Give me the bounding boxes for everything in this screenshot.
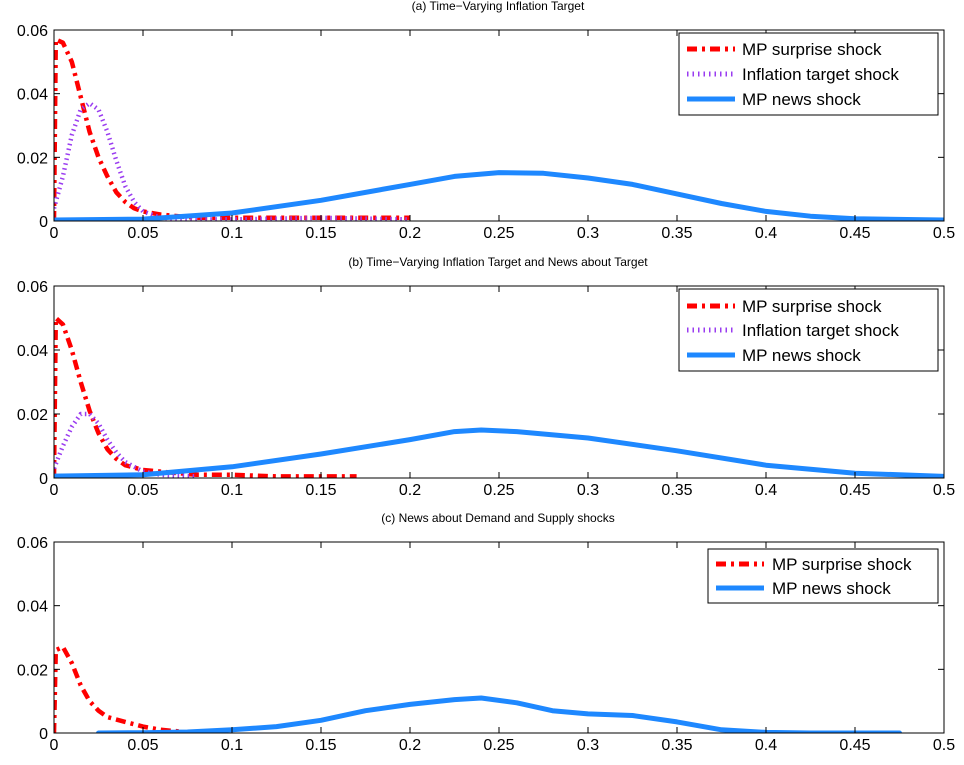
panel-b-xtick-label: 0.5 [933,482,955,499]
panel-a-legend: MP surprise shock Inflation target shock… [678,32,939,116]
panel-b-title: (b) Time−Varying Inflation Target and Ne… [348,255,648,269]
panel-c-xtick-label: 0.2 [399,737,421,754]
panel-b-ytick-label: 0.02 [17,407,48,424]
panel-c-legend-news-label: MP news shock [772,579,891,598]
panel-c-ytick-label: 0.06 [17,535,48,552]
panel-a-plot: 0 0.05 0.1 0.15 0.2 0.25 0.3 0.35 0.4 0.45 0.5 0 0.0… [17,23,955,242]
panel-c-xtick-label: 0.1 [221,737,243,754]
panel-a-ytick-label: 0.04 [17,87,48,104]
panel-b-ytick-label: 0 [39,471,48,488]
panel-c-xtick-label: 0.35 [661,737,692,754]
panel-c-xtick-label: 0.3 [577,737,599,754]
panel-b-series-mp-surprise-shock [54,315,357,478]
panel-c-xtick-label: 0 [50,737,59,754]
panel-c-xtick-label: 0.05 [127,737,158,754]
panel-a-xtick-label: 0.4 [755,225,777,242]
panel-c-xtick-label: 0.5 [933,737,955,754]
panel-a-series-mp-news-shock [54,170,944,221]
panel-b-legend-surprise-label: MP surprise shock [742,297,882,316]
panel-a-xtick-label: 0.1 [221,225,243,242]
panel-a-title: (a) Time−Varying Inflation Target [412,0,585,13]
panel-c-series-group [54,644,902,733]
panel-b-legend-news-label: MP news shock [742,346,861,365]
panel-c-xtick-label: 0.4 [755,737,777,754]
panel-a-series-inflation-target-shock [54,100,411,221]
panel-a-legend-target-label: Inflation target shock [742,65,899,84]
panel-a-legend-news-label: MP news shock [742,90,861,109]
panel-b-xtick-label: 0.45 [839,482,870,499]
panel-c-legend-box [707,548,939,604]
panel-a-ytick-label: 0.06 [17,23,48,40]
panel-a-xtick-label: 0 [50,225,59,242]
panel-b-legend-target-label: Inflation target shock [742,321,899,340]
panel-b-xtick-label: 0.25 [483,482,514,499]
panel-b-xtick-label: 0 [50,482,59,499]
panel-c-legend: MP surprise shock MP news shock [707,548,939,604]
panel-c-series-mp-surprise-shock [54,644,179,733]
panel-c-xtick-label: 0.15 [305,737,336,754]
panel-b-legend: MP surprise shock Inflation target shock… [678,288,939,372]
panel-b-xtick-label: 0.1 [221,482,243,499]
panel-a-xtick-label: 0.35 [661,225,692,242]
panel-a-xtick-label: 0.5 [933,225,955,242]
panel-b-xtick-label: 0.4 [755,482,777,499]
panel-b-xtick-label: 0.15 [305,482,336,499]
panel-a-xtick-label: 0.25 [483,225,514,242]
panel-b-xtick-label: 0.2 [399,482,421,499]
panel-a-xtick-label: 0.2 [399,225,421,242]
panel-c-ytick-label: 0 [39,726,48,743]
panel-a-ytick-label: 0 [39,214,48,231]
panel-a-xtick-label: 0.15 [305,225,336,242]
panel-c-xtick-label: 0.45 [839,737,870,754]
panel-c-xtick-label: 0.25 [483,737,514,754]
panel-a: (a) Time−Varying Inflation Target 0 0.05 0… [17,0,955,242]
panel-c-ytick-label: 0.02 [17,662,48,679]
panel-b-xtick-label: 0.35 [661,482,692,499]
panel-c-plot: 0 0.05 0.1 0.15 0.2 0.25 0.3 0.35 0.4 0.45 0.5 0 0.0… [17,535,955,754]
panel-a-xtick-label: 0.3 [577,225,599,242]
panel-a-xtick-label: 0.45 [839,225,870,242]
panel-c: (c) News about Demand and Supply shocks … [17,511,955,754]
panel-a-legend-surprise-label: MP surprise shock [742,40,882,59]
panel-b-series-group [54,315,944,478]
panel-c-title: (c) News about Demand and Supply shocks [381,511,614,525]
panel-b-ytick-label: 0.06 [17,279,48,296]
panel-a-ytick-label: 0.02 [17,150,48,167]
panel-b-series-mp-news-shock [54,427,944,478]
panel-b-plot: 0 0.05 0.1 0.15 0.2 0.25 0.3 0.35 0.4 0.45 0.5 0 0.0… [17,279,955,499]
panel-a-series-mp-surprise-shock [54,37,410,221]
panel-c-legend-surprise-label: MP surprise shock [772,555,912,574]
panel-b: (b) Time−Varying Inflation Target and Ne… [17,255,955,499]
panel-a-xtick-label: 0.05 [127,225,158,242]
panel-b-ytick-label: 0.04 [17,343,48,360]
panel-c-ytick-label: 0.04 [17,599,48,616]
panel-b-xtick-label: 0.05 [127,482,158,499]
panel-b-xtick-label: 0.3 [577,482,599,499]
panel-a-series-group [54,37,944,221]
